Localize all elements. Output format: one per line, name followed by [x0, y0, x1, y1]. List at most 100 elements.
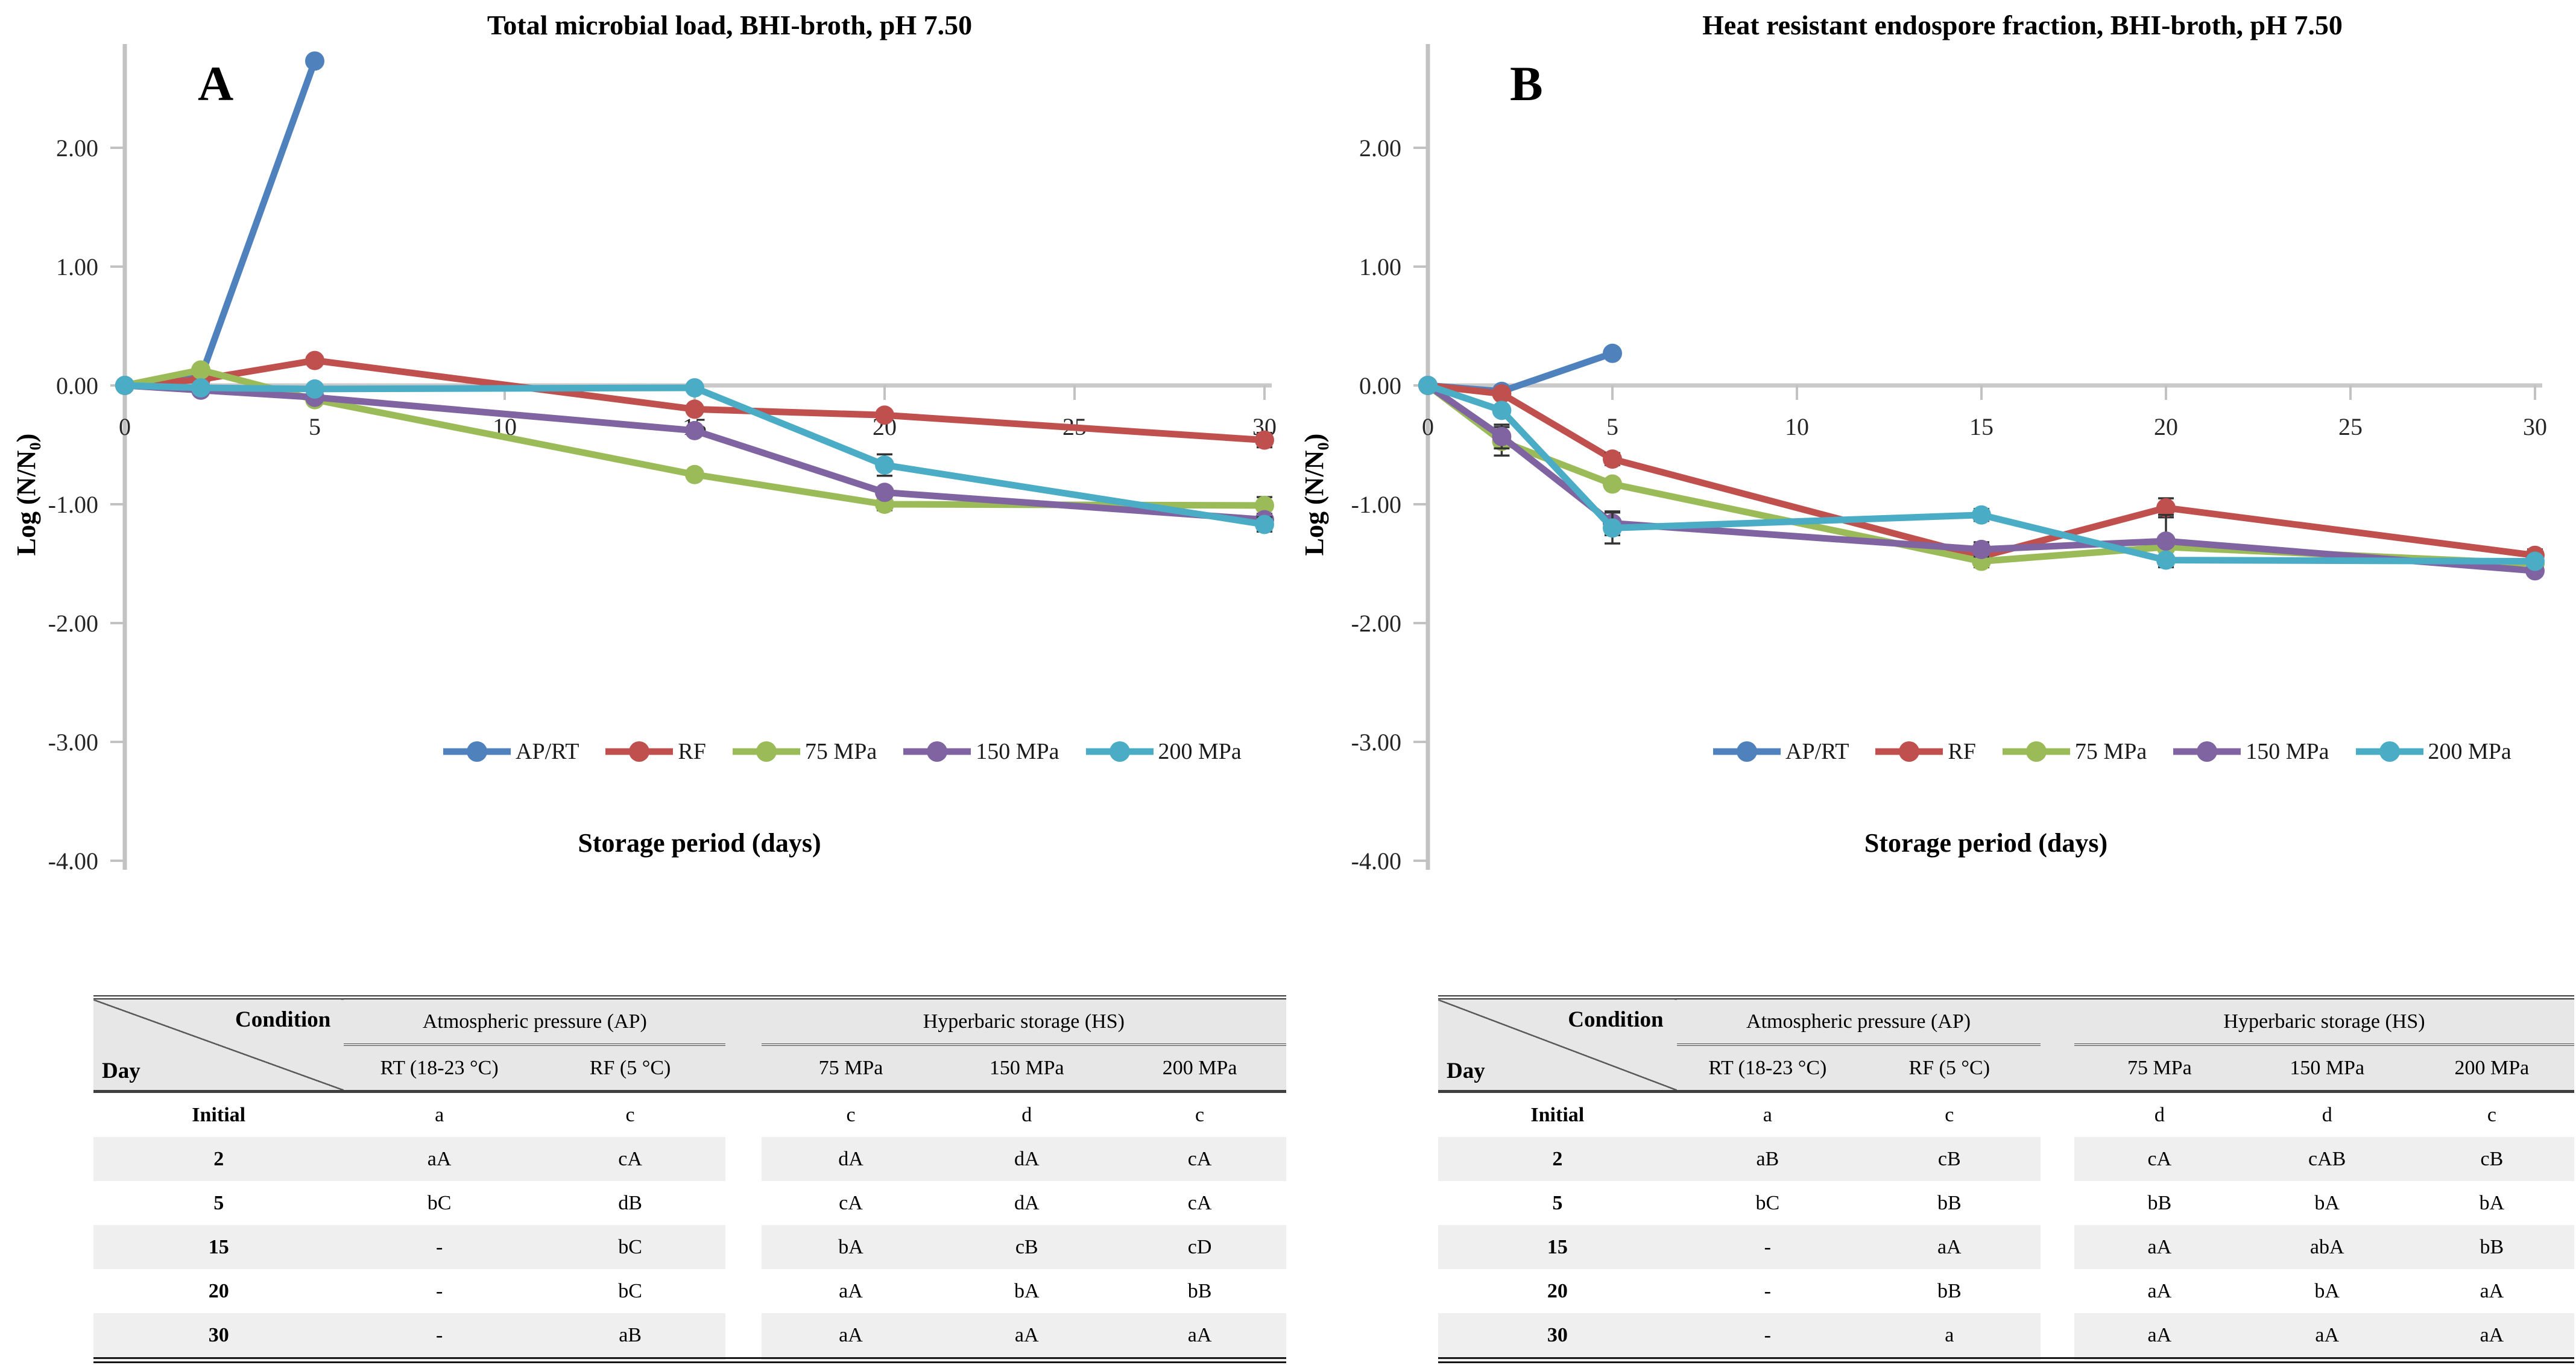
- table-row: 15- aA aA abA bB: [1438, 1225, 2574, 1269]
- legend-label: RF: [678, 739, 706, 764]
- significance-cell: -: [344, 1313, 535, 1360]
- column-gap: [2040, 1137, 2075, 1181]
- table-row: 30- aB aA aA aA: [93, 1313, 1286, 1360]
- day-cell: Initial: [1530, 1103, 1585, 1126]
- corner-label-day: Day: [102, 1059, 140, 1083]
- data-point-200 MPa: [685, 378, 704, 397]
- data-point-200 MPa: [1972, 505, 1991, 525]
- significance-cell: aA: [344, 1137, 535, 1181]
- significance-cell: a: [1858, 1313, 2041, 1360]
- day-cell: 2: [93, 1137, 344, 1181]
- data-point-RF: [1255, 430, 1274, 450]
- data-point-RF: [2156, 498, 2176, 518]
- significance-cell: bA: [2479, 1191, 2505, 1214]
- column-gap: [725, 1225, 762, 1269]
- significance-cell: bB: [2409, 1225, 2574, 1269]
- table-row: 5 bC dB cA dA cA: [93, 1181, 1286, 1225]
- significance-cell: d: [2154, 1103, 2165, 1126]
- data-point-200 MPa: [1255, 515, 1274, 534]
- significance-cell: bC: [618, 1279, 642, 1302]
- table-row: Initial a c d d c: [1438, 1091, 2574, 1137]
- column-gap: [2040, 1313, 2075, 1360]
- significance-cell: bB: [1937, 1279, 1962, 1302]
- condition-header: 150 MPa: [2244, 1045, 2410, 1093]
- data-point-200 MPa: [1603, 518, 1622, 538]
- significance-cell: aA: [2480, 1279, 2504, 1302]
- condition-header: RT (18-23 °C): [344, 1045, 535, 1093]
- significance-cell: -: [1764, 1279, 1771, 1302]
- significance-cell: c: [2487, 1103, 2496, 1126]
- legend-item-RF: RF: [605, 738, 706, 765]
- data-point-150 MPa: [875, 483, 894, 502]
- x-tick-label: 25: [2338, 413, 2363, 440]
- legend-label: 150 MPa: [2246, 739, 2329, 764]
- series-line-AP/RT: [124, 60, 318, 389]
- legend-marker-icon: [1713, 741, 1781, 762]
- table-row: 20 - bB aA bA aA: [1438, 1269, 2574, 1313]
- significance-cell: aB: [534, 1313, 726, 1360]
- data-point-75 MPa: [685, 464, 704, 484]
- significance-cell: cA: [1187, 1191, 1212, 1214]
- legend-marker-icon: [2355, 741, 2423, 762]
- chart-a-x-axis-title: Storage period (days): [578, 828, 821, 858]
- condition-header: 200 MPa: [1113, 1045, 1286, 1093]
- column-gap: [725, 1091, 762, 1137]
- corner-cell: Condition Day: [1438, 997, 1677, 1093]
- y-tick-label: 1.00: [56, 253, 98, 280]
- significance-cell: c: [1945, 1103, 1954, 1126]
- significance-cell: aA: [1113, 1313, 1286, 1360]
- stat-table-a: Condition Day Atmospheric pressure (AP) Hyp…: [93, 995, 1286, 1363]
- legend-label: RF: [1948, 739, 1976, 764]
- significance-cell: aA: [2147, 1279, 2172, 1302]
- significance-cell: cA: [2074, 1137, 2245, 1181]
- day-cell: 20: [208, 1279, 229, 1302]
- y-tick-label: 2.00: [56, 135, 98, 162]
- chart-a-legend: AP/RT RF 75 MPa 150 MPa 200 MPa: [443, 738, 1242, 765]
- legend-label: 150 MPa: [976, 739, 1059, 764]
- significance-cell: aA: [940, 1313, 1114, 1360]
- condition-header: RF (5 °C): [534, 1045, 726, 1093]
- significance-cell: aA: [2074, 1313, 2245, 1360]
- data-point-AP/RT: [1603, 343, 1622, 363]
- significance-cell: d: [1021, 1103, 1032, 1126]
- significance-cell: dA: [1014, 1191, 1040, 1214]
- significance-table: Condition Day Atmospheric pressure (AP) Hyp…: [1438, 995, 2574, 1363]
- data-point-150 MPa: [1492, 426, 1512, 446]
- legend-label: 75 MPa: [2074, 739, 2147, 764]
- significance-cell: c: [1195, 1103, 1205, 1126]
- chart-panel-b: Heat resistant endospore fraction, BHI-b…: [1288, 0, 2576, 905]
- legend-item-200 MPa: 200 MPa: [1085, 738, 1242, 765]
- x-tick-label: 0: [1422, 413, 1434, 440]
- panel-letter-b: B: [1510, 56, 1543, 111]
- significance-cell: abA: [2244, 1225, 2410, 1269]
- significance-cell: aA: [2244, 1313, 2410, 1360]
- y-tick-label: -1.00: [1351, 491, 1401, 518]
- significance-table: Condition Day Atmospheric pressure (AP) Hyp…: [93, 995, 1286, 1363]
- data-point-200 MPa: [1492, 401, 1512, 420]
- column-gap: [2040, 1091, 2075, 1137]
- data-point-75 MPa: [191, 360, 210, 380]
- table-row: 5 bC bB bB bA bA: [1438, 1181, 2574, 1225]
- chart-b-plot-area: 2.00 1.00 0.00 -1.00 -2.00 -3.00 -4.00 0 5 10 15 20…: [1351, 44, 2547, 875]
- series-line-150 MPa: [1425, 382, 2536, 574]
- day-cell: 15: [93, 1225, 344, 1269]
- day-cell: 15: [1438, 1225, 1677, 1269]
- legend-marker-icon: [2002, 741, 2070, 762]
- data-point-RF: [685, 399, 704, 419]
- significance-cell: aA: [761, 1313, 941, 1360]
- y-tick-label: -4.00: [1351, 847, 1401, 875]
- legend-marker-icon: [732, 741, 800, 762]
- legend-label: 75 MPa: [804, 739, 877, 764]
- significance-cell: cA: [1113, 1137, 1286, 1181]
- x-tick-label: 30: [2523, 413, 2547, 440]
- legend-marker-icon: [903, 741, 971, 762]
- significance-cell: -: [1676, 1225, 1859, 1269]
- legend-item-200 MPa: 200 MPa: [2355, 738, 2511, 765]
- column-gap: [2040, 1181, 2075, 1225]
- chart-b-legend: AP/RT RF 75 MPa 150 MPa 200 MPa: [1713, 738, 2511, 765]
- panel-letter-a: A: [198, 56, 234, 111]
- data-point-75 MPa: [1255, 495, 1274, 515]
- chart-b-x-axis-title: Storage period (days): [1864, 828, 2108, 858]
- significance-cell: aA: [1858, 1225, 2041, 1269]
